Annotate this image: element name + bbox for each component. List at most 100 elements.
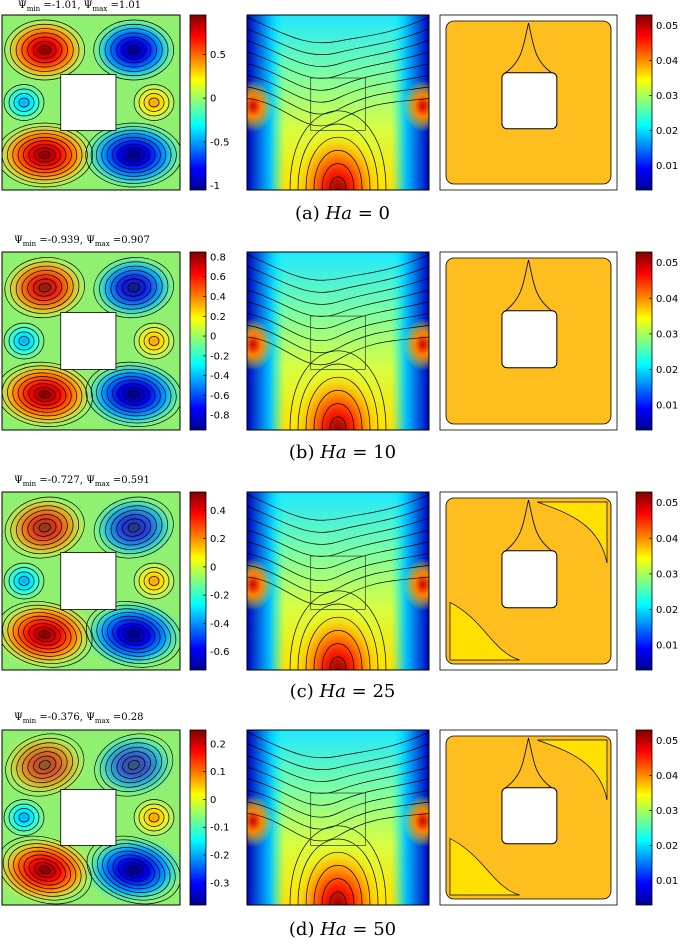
- streamline-panel-a: [1, 14, 181, 191]
- streamline: [112, 854, 155, 886]
- obstacle-square: [310, 792, 366, 846]
- streamline: [128, 151, 140, 159]
- streamline: [122, 386, 145, 402]
- obstacle-square: [60, 789, 117, 846]
- streamline: [39, 390, 51, 399]
- streamline: [85, 361, 180, 427]
- isotherm-line: [297, 603, 379, 670]
- stream-colorbar-strip-a: [189, 14, 207, 191]
- isotherm-panel-d: [246, 729, 430, 906]
- streamline: [18, 850, 72, 890]
- streamline-panel-b: [1, 251, 181, 431]
- isotherm-line: [247, 743, 429, 771]
- streamline: [128, 865, 140, 875]
- streamline: [10, 261, 80, 314]
- entropy-colorbar-tick-label: 0.05: [656, 498, 678, 509]
- streamline: [91, 604, 177, 664]
- streamline: [99, 737, 168, 793]
- streamline: [38, 282, 51, 293]
- entropy-colorbar-a: 0.05 0.04 0.03 0.02 0.01: [635, 14, 678, 191]
- isotherm-line: [247, 576, 429, 606]
- streamline: [101, 612, 166, 657]
- entropy-line: [528, 22, 552, 74]
- entropy-colorbar-tick-label: 0.01: [656, 876, 678, 887]
- entropy-line: [528, 737, 552, 789]
- streamline: [143, 93, 165, 112]
- streamline: [3, 799, 45, 836]
- entropy-colorbar-tick-label: 0.02: [656, 126, 678, 137]
- streamline: [143, 571, 165, 591]
- streamline: [10, 501, 80, 555]
- streamline: [148, 336, 160, 346]
- streamline: [23, 379, 67, 410]
- stream-colorbar-tick-label: -0.6: [210, 391, 230, 402]
- isotherm-line: [247, 755, 429, 782]
- entropy-colorbar-tick-label: 0.01: [656, 401, 678, 412]
- streamline: [121, 41, 146, 59]
- entropy-colorbar-tick-label: 0.04: [656, 534, 678, 545]
- stream-colorbar-strip-b: [189, 251, 207, 431]
- entropy-line: [505, 737, 529, 789]
- streamline: [18, 97, 30, 108]
- isotherm-field-b: [247, 252, 429, 430]
- streamline: [85, 601, 180, 668]
- isotherm-line: [289, 110, 387, 190]
- entropy-colorbar-strip-b: [635, 251, 653, 431]
- streamline: [110, 509, 157, 546]
- entropy-panel-a: [439, 14, 618, 191]
- isotherm-line: [329, 891, 347, 905]
- streamline-frame-c: [1, 491, 181, 671]
- streamline: [107, 850, 161, 890]
- psi-min-a: -1.01: [51, 0, 78, 11]
- streamline: [8, 88, 40, 117]
- streamline: [122, 518, 146, 537]
- isotherm-panel-a: [246, 14, 430, 191]
- obstacle-square: [310, 555, 366, 610]
- entropy-colorbar-tick-label: 0.05: [656, 736, 678, 747]
- figure-row-a: 0.5 0 -0.5 -1 0.05 0.04 0.03 0.02 0.01: [1, 14, 678, 192]
- streamline: [27, 274, 63, 301]
- stream-colorbar-c: 0.4 0.2 0 -0.2 -0.4 -0.6: [189, 491, 230, 671]
- streamline: [143, 808, 165, 827]
- stream-colorbar-tick-label: -0.3: [210, 878, 230, 889]
- psi-min-d: -0.376: [47, 712, 80, 723]
- streamline: [32, 41, 57, 59]
- streamline: [38, 522, 51, 533]
- isotherm-frame-c: [246, 491, 430, 671]
- streamline: [122, 862, 145, 878]
- entropy-colorbar-tick-label: 0.05: [656, 258, 678, 269]
- streamline: [33, 862, 56, 878]
- streamline: [7, 368, 83, 420]
- streamline: [3, 84, 45, 121]
- streamline: [28, 623, 61, 646]
- streamline: [93, 19, 175, 81]
- streamline: [122, 626, 145, 643]
- stream-colorbar-b: 0.8 0.6 0.4 0.2 0 -0.2 -0.4 -0.6 -0.8: [189, 251, 230, 431]
- streamline: [39, 865, 51, 875]
- psi-max-d: 0.28: [121, 712, 144, 723]
- isotherm-line: [321, 643, 355, 670]
- isotherm-line: [289, 825, 387, 905]
- obstacle-square: [310, 315, 366, 370]
- stream-colorbar-tick-label: -0.1: [210, 823, 230, 834]
- streamline: [122, 755, 146, 775]
- streamline: [8, 803, 40, 832]
- streamline: [18, 615, 72, 654]
- isotherm-line: [329, 416, 347, 430]
- streamline: [110, 746, 157, 784]
- streamline: [33, 755, 57, 775]
- streamline: [27, 751, 62, 779]
- caption-letter-a: (a): [295, 203, 320, 224]
- entropy-colorbar-tick-label: 0.02: [656, 365, 678, 376]
- isotherm-panel-c: [246, 491, 430, 671]
- entropy-colorbar-tick-label: 0.02: [656, 841, 678, 852]
- isotherm-line: [247, 766, 429, 794]
- isotherm-line: [321, 163, 355, 190]
- obstacle-square: [501, 787, 558, 845]
- entropy-panel-c: [439, 491, 618, 671]
- streamline: [138, 803, 170, 832]
- streamline: [16, 742, 74, 788]
- streamline: [85, 122, 180, 188]
- streamline: [4, 19, 86, 81]
- streamline: [148, 97, 160, 108]
